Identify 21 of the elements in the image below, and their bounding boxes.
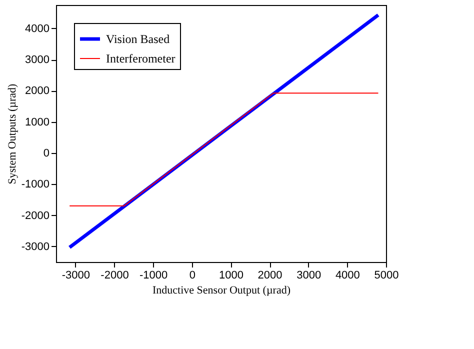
y-tick-label: 1000 bbox=[25, 116, 50, 128]
x-tick-label: -3000 bbox=[62, 270, 90, 282]
y-tick-label: -3000 bbox=[21, 240, 50, 253]
y-axis-title: System Outputs (µrad) bbox=[6, 83, 18, 184]
y-tick-label: -1000 bbox=[21, 178, 50, 191]
x-tick-label: 0 bbox=[189, 270, 196, 282]
y-tick-label: 4000 bbox=[25, 22, 50, 35]
x-tick-label: 5000 bbox=[374, 270, 399, 282]
x-tick-label: 4000 bbox=[335, 270, 360, 282]
x-tick-label: -1000 bbox=[139, 270, 168, 282]
x-axis-title: Inductive Sensor Output (µrad) bbox=[152, 284, 291, 296]
y-tick-label: 0 bbox=[43, 147, 50, 160]
legend-label: Vision Based bbox=[106, 32, 170, 46]
legend-label: Interferometer bbox=[106, 52, 176, 66]
x-tick-label: 1000 bbox=[218, 270, 244, 282]
y-tick-label: 3000 bbox=[25, 54, 50, 66]
y-tick-label: 2000 bbox=[25, 85, 50, 98]
x-tick-label: 2000 bbox=[258, 270, 282, 282]
x-tick-label: 3000 bbox=[296, 270, 322, 282]
y-tick-label: -2000 bbox=[21, 210, 50, 222]
x-tick-label: -2000 bbox=[100, 270, 129, 282]
